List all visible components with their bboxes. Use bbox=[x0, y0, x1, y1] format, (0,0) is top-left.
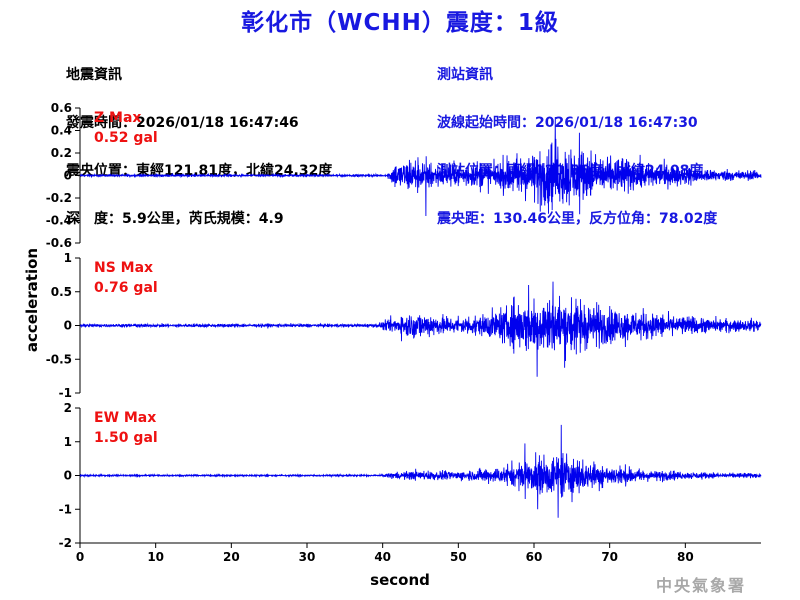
quake-origin-time: 發震時間：2026/01/18 16:47:46 bbox=[66, 115, 299, 131]
ns-max-value: 0.76 gal bbox=[94, 280, 158, 296]
z-y-tick-label: -0.2 bbox=[46, 191, 72, 205]
x-tick-label: 70 bbox=[601, 550, 618, 564]
ew-y-tick-label: 0 bbox=[64, 469, 72, 483]
z-y-tick-label: -0.4 bbox=[46, 214, 72, 228]
x-tick-label: 0 bbox=[76, 550, 84, 564]
ns-y-tick-label: -0.5 bbox=[46, 352, 72, 366]
z-y-tick-label: -0.6 bbox=[46, 236, 72, 250]
ns-y-tick-label: 0.5 bbox=[51, 285, 72, 299]
x-tick-label: 30 bbox=[299, 550, 316, 564]
ns-waveform-trace bbox=[79, 281, 762, 377]
z-max-value: 0.52 gal bbox=[94, 130, 158, 146]
ew-max-value: 1.50 gal bbox=[94, 430, 158, 446]
y-axis-label: acceleration bbox=[23, 247, 41, 353]
chart-title: 彰化市（WCHH）震度：1級 bbox=[241, 10, 559, 36]
z-y-tick-label: 0.6 bbox=[51, 101, 72, 115]
z-y-tick-label: 0 bbox=[64, 169, 72, 183]
x-tick-label: 50 bbox=[450, 550, 467, 564]
ew-y-tick-label: 2 bbox=[64, 401, 72, 415]
x-axis-label: second bbox=[370, 571, 430, 589]
x-tick-label: 80 bbox=[677, 550, 694, 564]
ns-y-tick-label: 0 bbox=[64, 319, 72, 333]
station-wave-start: 波線起始時間：2026/01/18 16:47:30 bbox=[437, 115, 698, 131]
x-tick-label: 10 bbox=[147, 550, 164, 564]
z-y-tick-label: 0.4 bbox=[51, 124, 72, 138]
quake-depth-magnitude: 深 度：5.9公里，芮氏規模：4.9 bbox=[66, 211, 284, 227]
quake-info: 地震資訊 發震時間：2026/01/18 16:47:46 震央位置：東經121… bbox=[66, 35, 332, 243]
ew-waveform-trace bbox=[79, 424, 762, 518]
station-info-heading: 測站資訊 bbox=[437, 67, 493, 83]
ns-y-tick-label: 1 bbox=[64, 251, 72, 265]
z-y-tick-label: 0.2 bbox=[51, 146, 72, 160]
quake-info-heading: 地震資訊 bbox=[66, 67, 122, 83]
station-info: 測站資訊 波線起始時間：2026/01/18 16:47:30 測站位置：東經1… bbox=[437, 35, 717, 243]
ew-max-label: EW Max bbox=[94, 410, 156, 426]
ns-y-tick-label: -1 bbox=[59, 386, 72, 400]
x-tick-label: 20 bbox=[223, 550, 240, 564]
ns-max-label: NS Max bbox=[94, 260, 153, 276]
z-waveform-trace bbox=[79, 116, 762, 217]
agency-watermark: 中央氣象署 bbox=[656, 576, 747, 595]
ew-y-tick-label: -2 bbox=[59, 536, 72, 550]
x-tick-label: 40 bbox=[374, 550, 391, 564]
station-distance-azimuth: 震央距：130.46公里，反方位角：78.02度 bbox=[437, 211, 718, 227]
x-tick-label: 60 bbox=[526, 550, 543, 564]
z-max-label: Z Max bbox=[94, 110, 141, 126]
ew-y-tick-label: 1 bbox=[64, 435, 72, 449]
ew-y-tick-label: -1 bbox=[59, 502, 72, 516]
